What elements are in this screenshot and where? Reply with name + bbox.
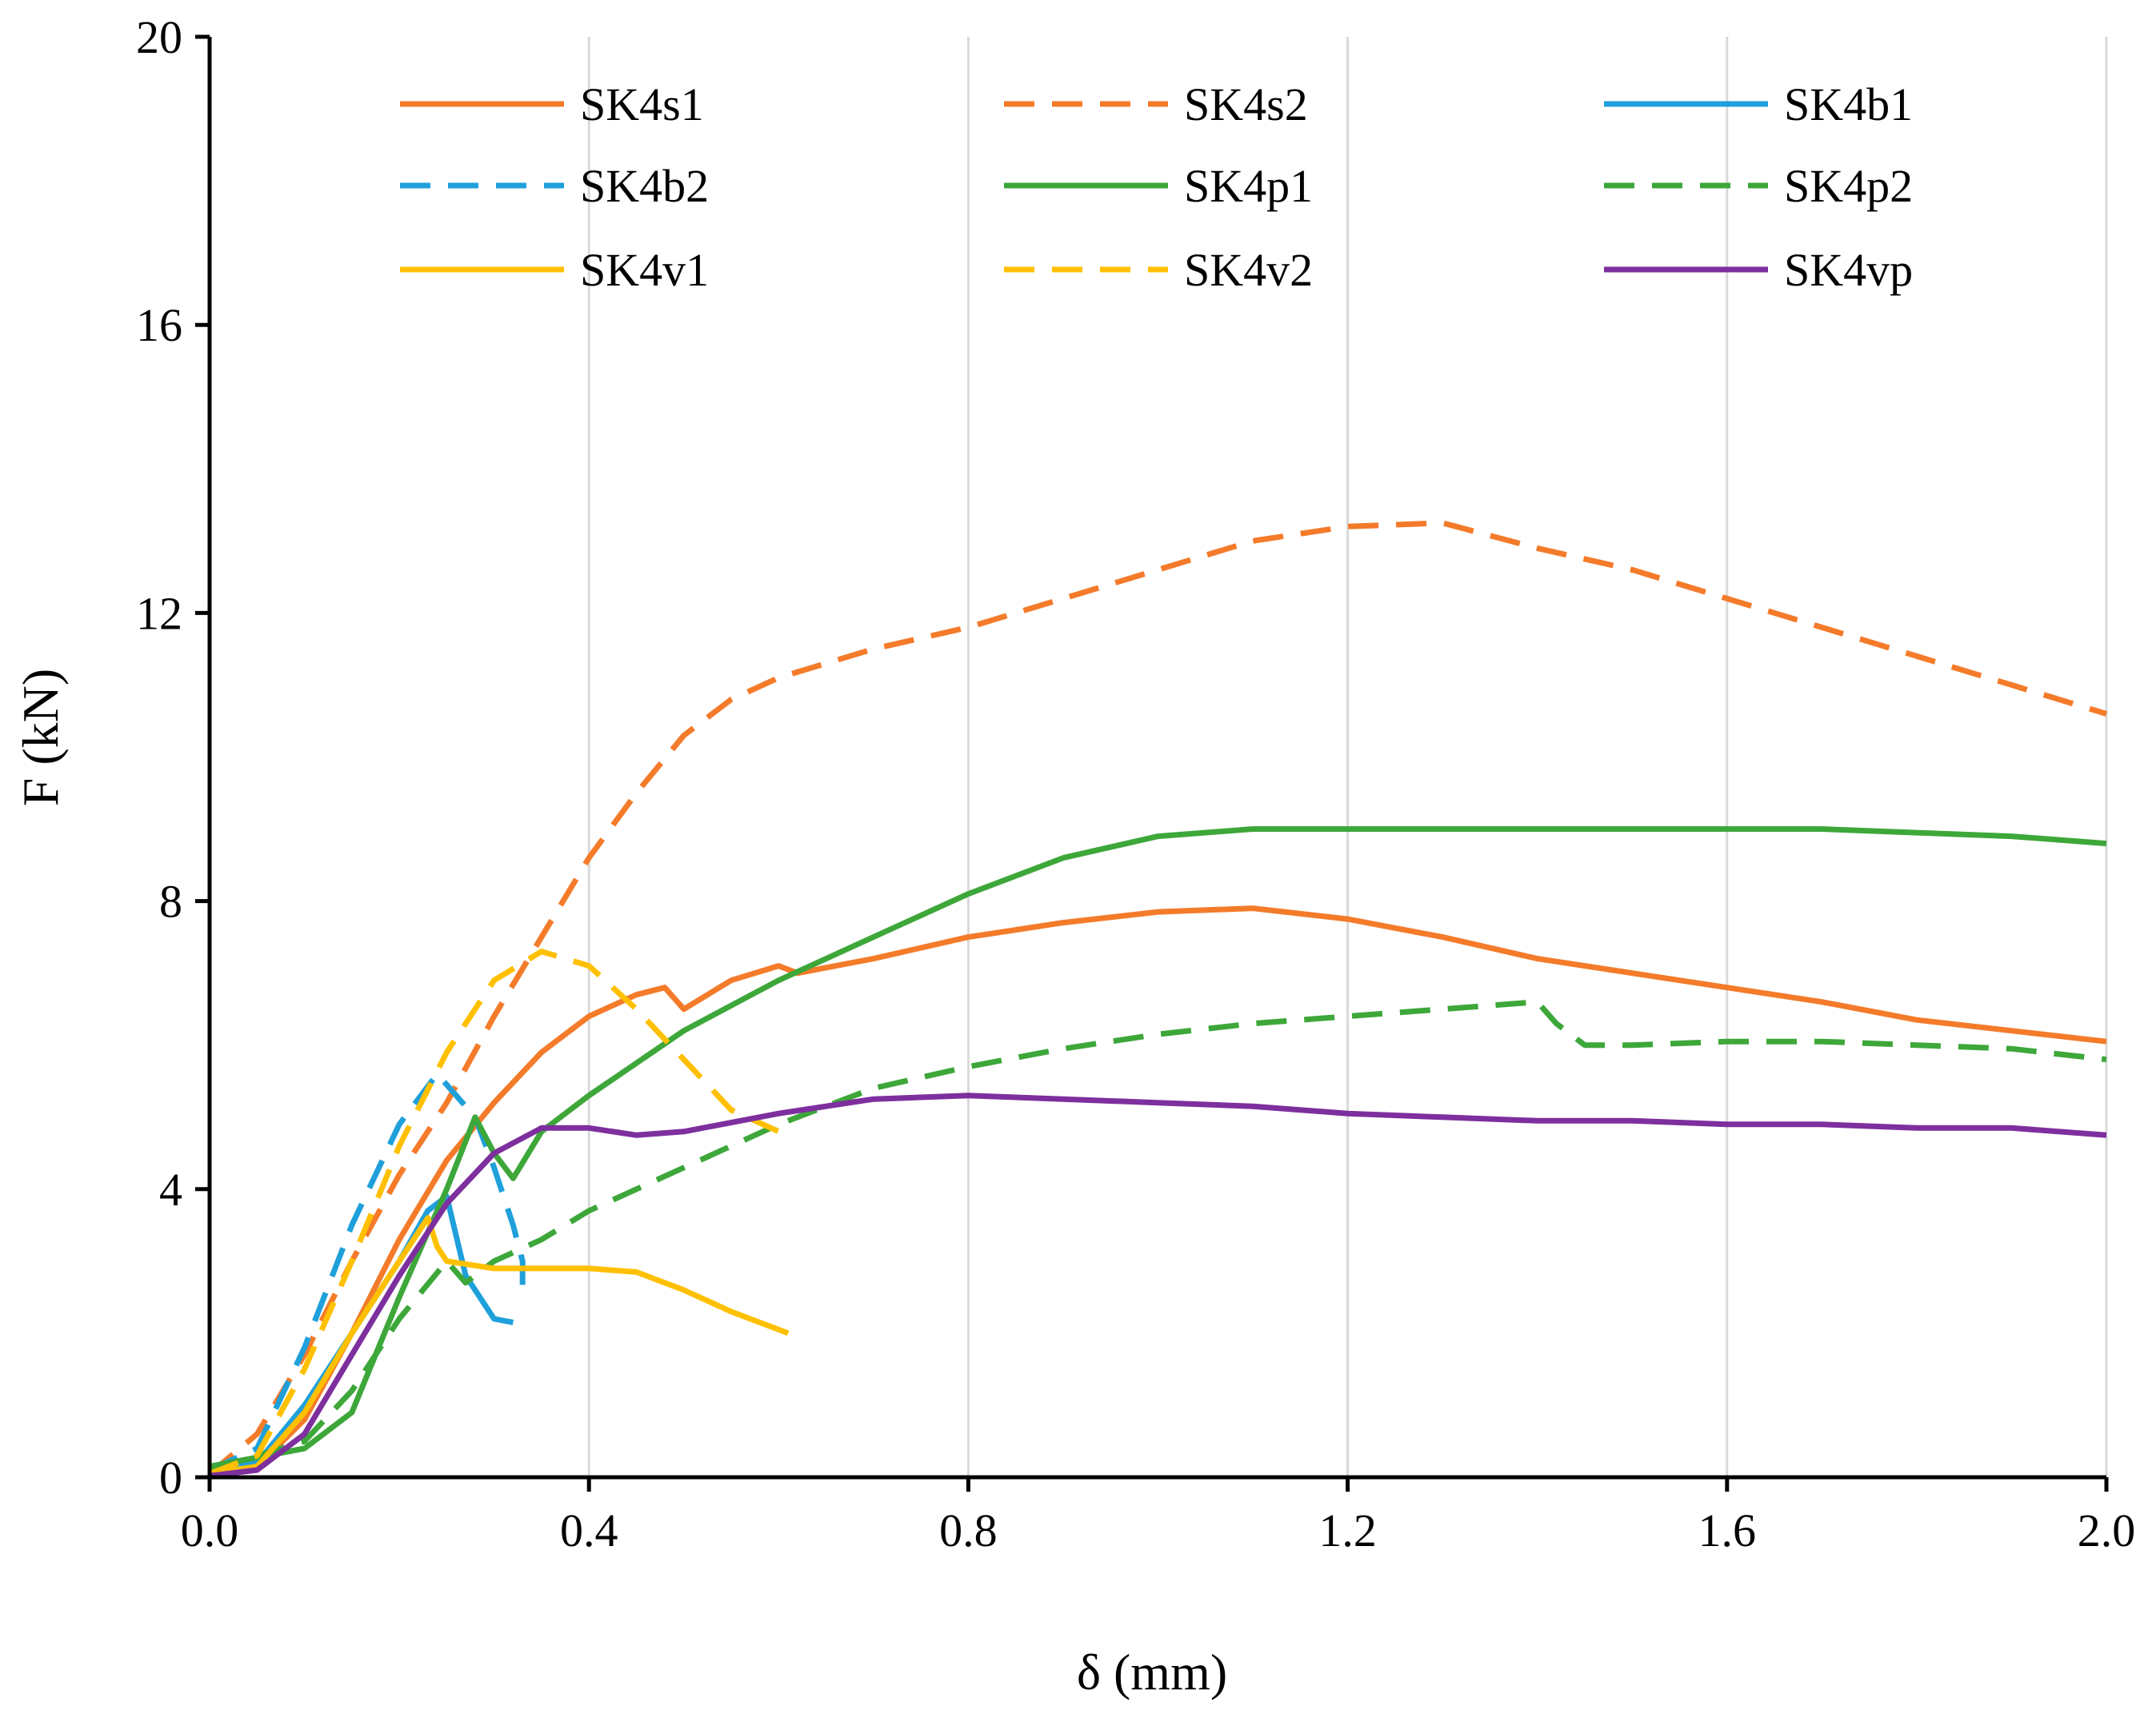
y-tick-label-0: 0: [159, 1452, 182, 1504]
x-tick-label-0.8: 0.8: [939, 1504, 998, 1556]
y-tick-label-4: 4: [159, 1164, 182, 1216]
x-tick-label-0.4: 0.4: [560, 1504, 618, 1556]
legend-entry-SK4b1: SK4b1: [1604, 78, 1913, 130]
legend-label-SK4b1: SK4b1: [1784, 78, 1913, 130]
legend-entry-SK4s2: SK4s2: [1004, 78, 1308, 130]
legend-label-SK4s1: SK4s1: [580, 78, 704, 130]
legend-entry-SK4p2: SK4p2: [1604, 160, 1913, 212]
legend-label-SK4b2: SK4b2: [580, 160, 709, 212]
legend: SK4s1 SK4s2 SK4b1 SK4b2 SK4p1 SK4p2 SK4v1 SK4v2…: [400, 78, 1913, 296]
y-axis-title: F (kN): [12, 669, 69, 806]
legend-label-SK4v1: SK4v1: [580, 244, 709, 296]
legend-label-SK4s2: SK4s2: [1184, 78, 1308, 130]
legend-entry-SK4b2: SK4b2: [400, 160, 709, 212]
x-axis-title: δ (mm): [1077, 1644, 1227, 1700]
legend-entry-SK4vp: SK4vp: [1604, 244, 1913, 296]
grid-layer: [587, 37, 2108, 1477]
series-line-SK4b2: [208, 1071, 526, 1473]
legend-label-SK4vp: SK4vp: [1784, 244, 1913, 296]
axes-layer: 0 4 8 12 16 20 0.0 0.4 0.8 1.2 1.6 2.0: [136, 11, 2135, 1556]
legend-entry-SK4s1: SK4s1: [400, 78, 704, 130]
y-tick-label-16: 16: [136, 299, 182, 351]
legend-label-SK4p2: SK4p2: [1784, 160, 1913, 212]
y-tick-label-8: 8: [159, 876, 182, 928]
series-line-SK4s2: [207, 520, 2108, 1476]
series-layer: [207, 520, 2108, 1479]
series-line-SK4v2: [208, 949, 780, 1476]
legend-entry-SK4v1: SK4v1: [400, 244, 709, 296]
series-line-SK4v1: [209, 1215, 790, 1476]
legend-label-SK4p1: SK4p1: [1184, 160, 1313, 212]
x-tick-label-1.6: 1.6: [1698, 1504, 1757, 1556]
legend-entry-SK4p1: SK4p1: [1004, 160, 1313, 212]
x-tick-label-0.0: 0.0: [181, 1504, 239, 1556]
series-line-SK4vp: [209, 1093, 2107, 1479]
series-line-SK4p1: [209, 826, 2107, 1469]
y-tick-label-12: 12: [136, 587, 182, 639]
x-tick-label-2.0: 2.0: [2078, 1504, 2136, 1556]
x-tick-label-1.2: 1.2: [1318, 1504, 1377, 1556]
legend-label-SK4v2: SK4v2: [1184, 244, 1313, 296]
y-tick-label-20: 20: [136, 11, 182, 63]
series-line-SK4p2: [208, 999, 2107, 1473]
legend-entry-SK4v2: SK4v2: [1004, 244, 1313, 296]
